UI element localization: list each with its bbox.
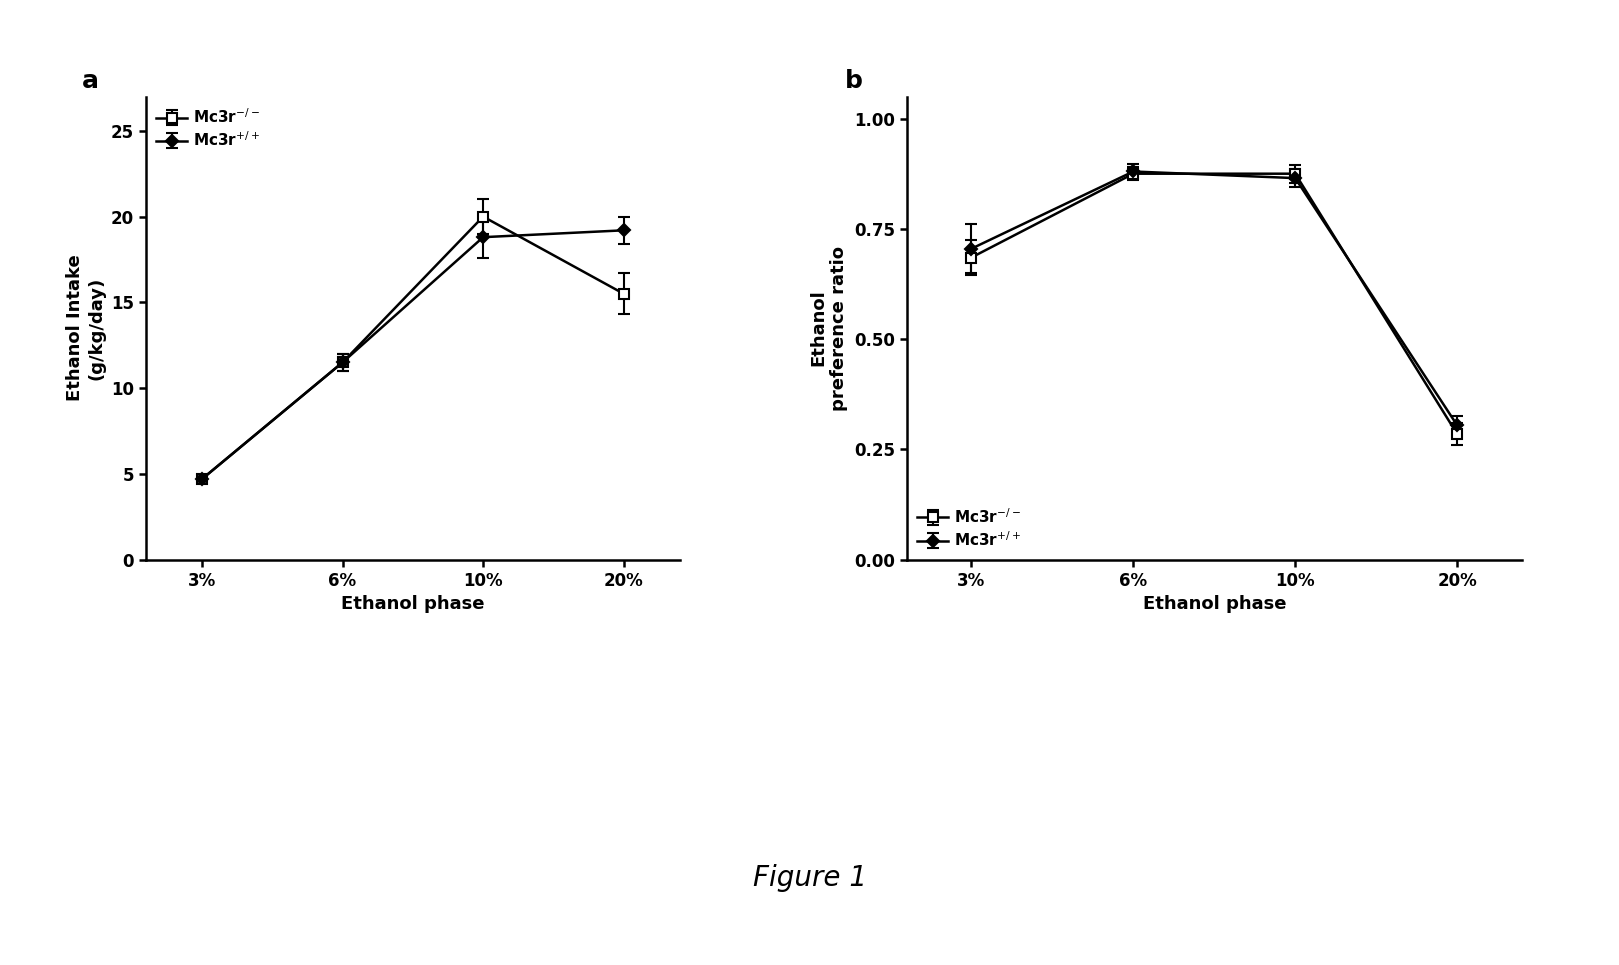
X-axis label: Ethanol phase: Ethanol phase: [1143, 595, 1285, 613]
Legend: Mc3r$^{-/-}$, Mc3r$^{+/+}$: Mc3r$^{-/-}$, Mc3r$^{+/+}$: [915, 504, 1023, 552]
Legend: Mc3r$^{-/-}$, Mc3r$^{+/+}$: Mc3r$^{-/-}$, Mc3r$^{+/+}$: [154, 104, 262, 152]
Y-axis label: Ethanol
preference ratio: Ethanol preference ratio: [810, 246, 848, 410]
Text: Figure 1: Figure 1: [753, 864, 866, 893]
Y-axis label: Ethanol Intake
(g/kg/day): Ethanol Intake (g/kg/day): [66, 255, 105, 401]
Text: b: b: [845, 69, 863, 93]
Text: a: a: [81, 69, 99, 93]
X-axis label: Ethanol phase: Ethanol phase: [342, 595, 484, 613]
